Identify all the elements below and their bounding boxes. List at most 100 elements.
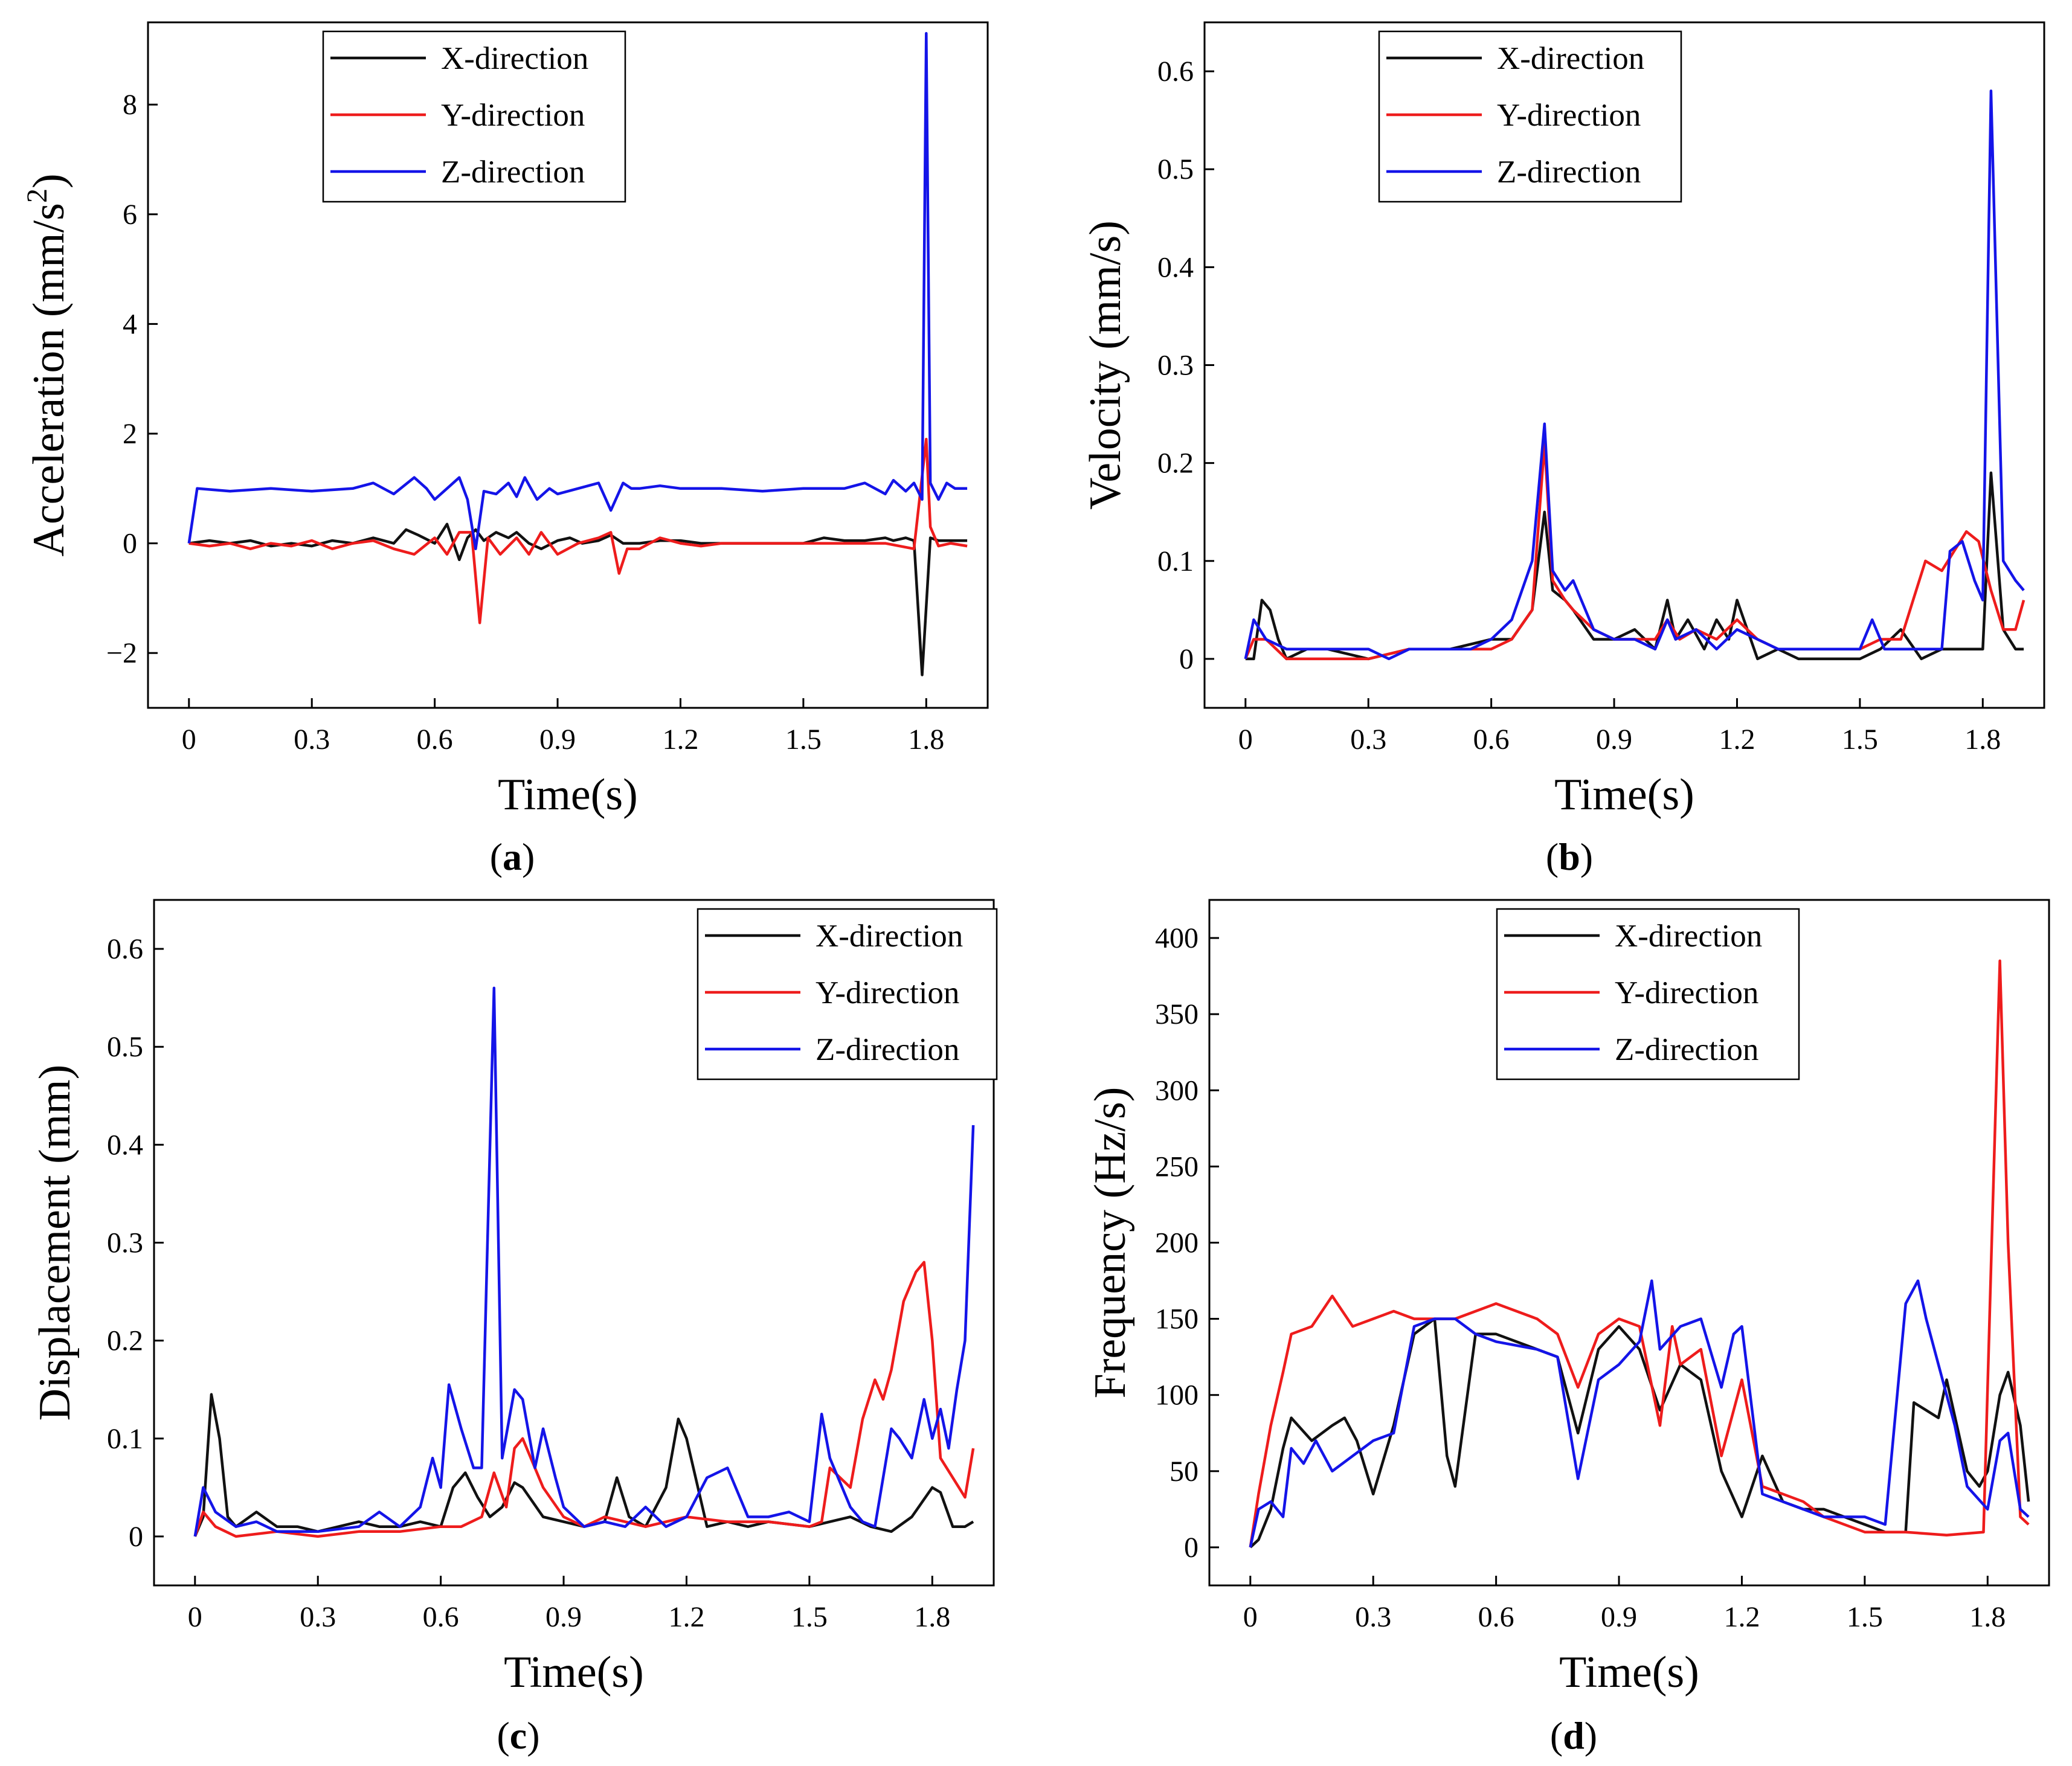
y-tick-label: 0.1 bbox=[107, 1423, 143, 1455]
x-tick-label: 1.5 bbox=[791, 1601, 828, 1633]
legend-box bbox=[322, 30, 626, 203]
chart-panel-b: 0 0.3 0.6 0.9 1.2 1.5 1.8 0 0.1 0.2 0.3 0.4 0.5 0.6 Ti… bbox=[1081, 21, 2045, 878]
y-tick-label: 0.2 bbox=[107, 1325, 143, 1357]
panel-caption: (d) bbox=[1550, 1714, 1597, 1757]
x-tick-label: 1.2 bbox=[1719, 724, 1755, 756]
x-axis-title: Time(s) bbox=[1554, 770, 1694, 820]
y-tick-label: 350 bbox=[1155, 998, 1198, 1030]
y-tick-label: 0.4 bbox=[107, 1129, 143, 1161]
y-tick-label: 0.1 bbox=[1157, 545, 1194, 577]
x-tick-label: 0.9 bbox=[1596, 724, 1632, 756]
series-line-z-direction bbox=[1249, 1279, 2030, 1548]
x-tick-label: 0.9 bbox=[545, 1601, 582, 1633]
legend-label: Z-direction bbox=[441, 155, 585, 190]
y-tick-label: 0.6 bbox=[1157, 56, 1194, 88]
y-tick-label: 200 bbox=[1155, 1227, 1198, 1259]
series-line-x-direction bbox=[1245, 471, 2024, 661]
x-tick-label: 1.8 bbox=[914, 1601, 950, 1633]
x-tick-label: 1.2 bbox=[662, 724, 698, 756]
legend-label: X-direction bbox=[1497, 41, 1644, 76]
legend-box bbox=[1378, 30, 1682, 203]
chart-panel-c: 0 0.3 0.6 0.9 1.2 1.5 1.8 0 0.1 0.2 0.3 0.4 0.5 0.6 Ti… bbox=[30, 899, 998, 1757]
chart-panel-d: 0 0.3 0.6 0.9 1.2 1.5 1.8 0 50 100 150 200 250 300 350… bbox=[1086, 899, 2050, 1757]
y-tick-label: 8 bbox=[123, 89, 137, 121]
panel-caption-letter: a bbox=[503, 835, 522, 878]
series-line-y-direction bbox=[1249, 959, 2030, 1548]
legend-label: Z-direction bbox=[1615, 1032, 1758, 1067]
y-axis-title: Frequency (Hz/s) bbox=[1086, 1087, 1135, 1399]
legend-label: X-direction bbox=[1615, 919, 1762, 954]
y-tick-label: 400 bbox=[1155, 922, 1198, 954]
series-line-z-direction bbox=[187, 31, 968, 550]
panel-caption-letter: d bbox=[1563, 1714, 1585, 1757]
y-axis-title-end: ) bbox=[24, 173, 74, 188]
x-tick-label: 1.8 bbox=[1969, 1601, 2006, 1633]
series-line-z-direction bbox=[1244, 89, 2025, 661]
y-tick-label: 4 bbox=[123, 308, 137, 340]
y-tick-label: 150 bbox=[1155, 1303, 1198, 1335]
y-tick-label: 0.5 bbox=[1157, 153, 1194, 185]
panel-caption: (c) bbox=[497, 1714, 539, 1757]
y-axis-title: Velocity (mm/s) bbox=[1081, 220, 1130, 510]
y-tick-label: 250 bbox=[1155, 1151, 1198, 1183]
y-tick-label: 0.3 bbox=[1157, 350, 1194, 382]
y-tick-label: 0.4 bbox=[1157, 251, 1194, 283]
legend: X-direction Y-direction Z-direction bbox=[322, 30, 626, 203]
legend-label: X-direction bbox=[816, 919, 963, 954]
series-line-y-direction bbox=[1244, 442, 2025, 661]
series-group bbox=[193, 986, 975, 1538]
x-tick-label: 0 bbox=[1238, 724, 1253, 756]
legend-label: Y-direction bbox=[1615, 975, 1758, 1010]
series-line-y-direction bbox=[193, 1260, 975, 1538]
chart-panel-a: 0 0.3 0.6 0.9 1.2 1.5 1.8 −2 0 2 4 6 8 Time(s) Acceler… bbox=[21, 21, 989, 878]
legend-box bbox=[1496, 908, 1800, 1080]
y-tick-label: 2 bbox=[123, 418, 137, 450]
legend-label: Y-direction bbox=[816, 975, 959, 1010]
x-tick-label: 0 bbox=[182, 724, 196, 756]
x-tick-label: 0.3 bbox=[300, 1601, 336, 1633]
legend-label: X-direction bbox=[441, 41, 588, 76]
x-tick-label: 0.3 bbox=[294, 724, 330, 756]
x-tick-label: 1.5 bbox=[785, 724, 822, 756]
y-tick-label: 0.2 bbox=[1157, 448, 1194, 480]
x-axis-title: Time(s) bbox=[498, 770, 638, 820]
plot-frame bbox=[147, 21, 989, 709]
legend-label: Z-direction bbox=[816, 1032, 959, 1067]
series-line-y-direction bbox=[188, 437, 968, 625]
y-tick-label: −2 bbox=[106, 637, 137, 669]
x-tick-label: 0.6 bbox=[423, 1601, 459, 1633]
y-tick-label: 300 bbox=[1155, 1074, 1198, 1106]
legend-box bbox=[697, 908, 998, 1080]
series-line-z-direction bbox=[193, 986, 975, 1537]
x-tick-label: 0.6 bbox=[1473, 724, 1510, 756]
y-tick-label: 0.5 bbox=[107, 1031, 143, 1063]
x-tick-label: 0.3 bbox=[1355, 1601, 1391, 1633]
y-tick-label: 0 bbox=[129, 1521, 143, 1553]
y-tick-label: 0 bbox=[123, 528, 137, 560]
x-tick-label: 0 bbox=[188, 1601, 202, 1633]
x-tick-label: 0 bbox=[1243, 1601, 1258, 1633]
legend: X-direction Y-direction Z-direction bbox=[1378, 30, 1682, 203]
series-line-x-direction bbox=[188, 522, 968, 676]
x-tick-label: 1.2 bbox=[1723, 1601, 1760, 1633]
panel-caption-letter: c bbox=[510, 1714, 527, 1757]
x-tick-label: 1.8 bbox=[1964, 724, 2001, 756]
y-tick-label: 0.6 bbox=[107, 933, 143, 965]
x-tick-label: 1.5 bbox=[1842, 724, 1878, 756]
x-axis-title: Time(s) bbox=[504, 1648, 644, 1697]
x-tick-label: 0.9 bbox=[1601, 1601, 1637, 1633]
y-tick-label: 50 bbox=[1170, 1456, 1198, 1488]
y-axis-title-superscript: 2 bbox=[21, 188, 53, 203]
series-line-x-direction bbox=[1249, 1317, 2030, 1549]
panel-caption-letter: b bbox=[1559, 835, 1580, 878]
legend-label: Y-direction bbox=[441, 98, 585, 133]
legend: X-direction Y-direction Z-direction bbox=[1496, 908, 1800, 1080]
panel-caption: (b) bbox=[1546, 835, 1593, 878]
legend-label: Y-direction bbox=[1497, 98, 1641, 133]
y-tick-label: 6 bbox=[123, 199, 137, 231]
y-axis-title-main: Acceleration (mm/s bbox=[24, 203, 74, 557]
x-tick-label: 0.6 bbox=[1478, 1601, 1514, 1633]
x-axis-title: Time(s) bbox=[1559, 1648, 1699, 1697]
x-tick-label: 1.2 bbox=[668, 1601, 704, 1633]
